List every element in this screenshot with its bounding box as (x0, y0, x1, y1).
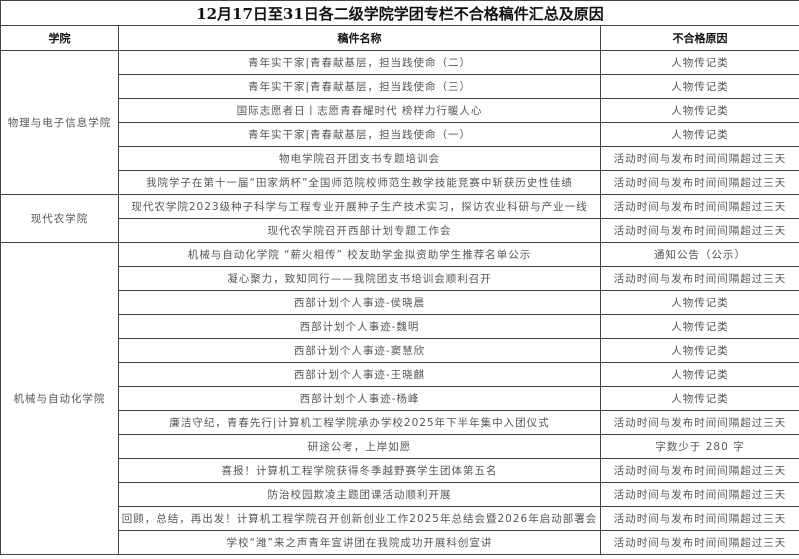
table-row: 物电学院召开团支书专题培训会 活动时间与发布时间间隔超过三天 (1, 146, 799, 171)
reason-cell: 活动时间与发布时间间隔超过三天 (599, 266, 799, 291)
reason-cell: 人物传记类 (599, 338, 799, 363)
reason-cell: 活动时间与发布时间间隔超过三天 (599, 530, 799, 555)
table-row: 我院学子在第十一届“田家炳杯”全国师范院校师范生教学技能竞赛中斩获历史性佳绩 活动… (1, 170, 799, 195)
header-reason: 不合格原因 (599, 25, 799, 51)
article-name-cell: 西部计划个人事迹-杨峰 (118, 386, 601, 411)
table-row: 西部计划个人事迹-杨峰 人物传记类 (1, 386, 799, 411)
article-name-cell: 西部计划个人事迹-魏明 (118, 314, 601, 339)
article-name-cell: 现代农学院2023级种子科学与工程专业开展种子生产技术实习，探访农业科研与产业一… (118, 194, 601, 219)
article-name-cell: 机械与自动化学院 “薪火相传” 校友助学金拟资助学生推荐名单公示 (118, 242, 601, 267)
reason-cell: 活动时间与发布时间间隔超过三天 (599, 458, 799, 483)
article-name-cell: 物电学院召开团支书专题培训会 (118, 146, 601, 171)
reason-cell: 人物传记类 (599, 362, 799, 387)
reason-cell: 活动时间与发布时间间隔超过三天 (599, 410, 799, 435)
article-name-cell: 青年实干家|青春献基层，担当践使命（三） (118, 74, 601, 99)
table-row: 廉洁守纪，青春先行|计算机工程学院承办学校2025年下半年集中入团仪式 活动时间与… (1, 410, 799, 435)
article-name-cell: 回顾，总结，再出发！计算机工程学院召开创新创业工作2025年总结会暨2026年启… (118, 506, 601, 531)
table-row: 青年实干家|青春献基层，担当践使命（一） 人物传记类 (1, 122, 799, 147)
table-row: 西部计划个人事迹-侯晓晨 人物传记类 (1, 290, 799, 315)
article-name-cell: 青年实干家|青春献基层，担当践使命（二） (118, 50, 601, 75)
table-row: 西部计划个人事迹-窦慧欣 人物传记类 (1, 338, 799, 363)
college-cell: 机械与自动化学院 (0, 242, 119, 555)
table-row: 国际志愿者日丨志愿青春耀时代 榜样力行暖人心 人物传记类 (1, 98, 799, 123)
reason-cell: 人物传记类 (599, 98, 799, 123)
table-row: 机械与自动化学院 机械与自动化学院 “薪火相传” 校友助学金拟资助学生推荐名单公示… (0, 242, 799, 555)
table-row: 学校“潍”来之声青年宣讲团在我院成功开展科创宣讲 活动时间与发布时间间隔超过三天 (1, 530, 799, 555)
article-name-cell: 国际志愿者日丨志愿青春耀时代 榜样力行暖人心 (118, 98, 601, 123)
college-cell: 物理与电子信息学院 (0, 50, 119, 195)
reason-cell: 人物传记类 (599, 314, 799, 339)
article-name-cell: 凝心聚力，致知同行——我院团支书培训会顺利召开 (118, 266, 601, 291)
article-name-cell: 西部计划个人事迹-侯晓晨 (118, 290, 601, 315)
reason-cell: 活动时间与发布时间间隔超过三天 (599, 146, 799, 171)
table-row: 回顾，总结，再出发！计算机工程学院召开创新创业工作2025年总结会暨2026年启… (1, 506, 799, 531)
reason-cell: 通知公告（公示） (599, 242, 799, 267)
reason-cell: 人物传记类 (599, 290, 799, 315)
article-name-cell: 西部计划个人事迹-窦慧欣 (118, 338, 601, 363)
reason-cell: 字数少于 280 字 (599, 434, 799, 459)
reason-cell: 活动时间与发布时间间隔超过三天 (599, 482, 799, 507)
reason-cell: 人物传记类 (599, 50, 799, 75)
page-title: 12月17日至31日各二级学院学团专栏不合格稿件汇总及原因 (0, 0, 799, 26)
reason-cell: 活动时间与发布时间间隔超过三天 (599, 194, 799, 219)
article-name-cell: 研途公考，上岸如愿 (118, 434, 601, 459)
table-row: 现代农学院 现代农学院2023级种子科学与工程专业开展种子生产技术实习，探访农业科… (0, 194, 799, 243)
table-row: 物理与电子信息学院 青年实干家|青春献基层，担当践使命（二） 人物传记类 (0, 50, 799, 195)
college-cell: 现代农学院 (0, 194, 119, 243)
article-name-cell: 我院学子在第十一届“田家炳杯”全国师范院校师范生教学技能竞赛中斩获历史性佳绩 (118, 170, 601, 195)
reason-cell: 活动时间与发布时间间隔超过三天 (599, 218, 799, 243)
table-row: 西部计划个人事迹-王晓麒 人物传记类 (1, 362, 799, 387)
article-name-cell: 西部计划个人事迹-王晓麒 (118, 362, 601, 387)
table-body: 物理与电子信息学院 青年实干家|青春献基层，担当践使命（二） 人物传记类 青年实干家|… (0, 50, 799, 555)
table-row: 喜报！计算机工程学院获得冬季越野赛学生团体第五名 活动时间与发布时间间隔超过三天 (1, 458, 799, 483)
reason-cell: 活动时间与发布时间间隔超过三天 (599, 170, 799, 195)
reason-cell: 人物传记类 (599, 74, 799, 99)
article-name-cell: 喜报！计算机工程学院获得冬季越野赛学生团体第五名 (118, 458, 601, 483)
table-row: 防治校园欺凌主题团课活动顺利开展 活动时间与发布时间间隔超过三天 (1, 482, 799, 507)
reason-cell: 活动时间与发布时间间隔超过三天 (599, 506, 799, 531)
table-row: 青年实干家|青春献基层，担当践使命（三） 人物传记类 (1, 74, 799, 99)
table-row: 现代农学院召开西部计划专题工作会 活动时间与发布时间间隔超过三天 (1, 218, 799, 243)
article-name-cell: 现代农学院召开西部计划专题工作会 (118, 218, 601, 243)
article-name-cell: 青年实干家|青春献基层，担当践使命（一） (118, 122, 601, 147)
article-name-cell: 防治校园欺凌主题团课活动顺利开展 (118, 482, 601, 507)
article-name-cell: 学校“潍”来之声青年宣讲团在我院成功开展科创宣讲 (118, 530, 601, 555)
header-college: 学院 (0, 25, 119, 51)
table-row: 凝心聚力，致知同行——我院团支书培训会顺利召开 活动时间与发布时间间隔超过三天 (1, 266, 799, 291)
header-name: 稿件名称 (118, 25, 601, 51)
table-row: 西部计划个人事迹-魏明 人物传记类 (1, 314, 799, 339)
table-row: 研途公考，上岸如愿 字数少于 280 字 (1, 434, 799, 459)
reason-cell: 人物传记类 (599, 386, 799, 411)
reason-cell: 人物传记类 (599, 122, 799, 147)
article-name-cell: 廉洁守纪，青春先行|计算机工程学院承办学校2025年下半年集中入团仪式 (118, 410, 601, 435)
